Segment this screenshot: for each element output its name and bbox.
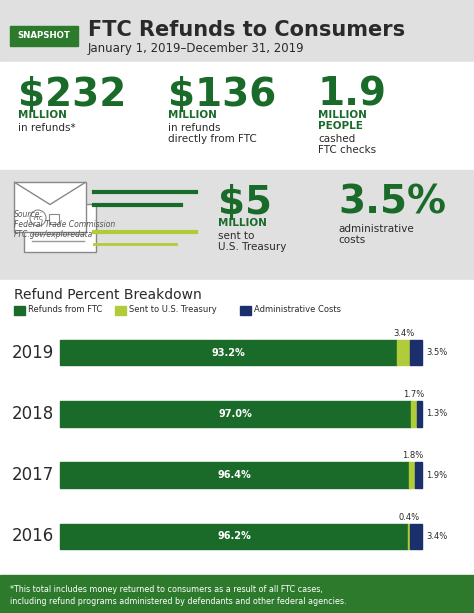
Bar (408, 524, 410, 549)
Text: Sent to U.S. Treasury: Sent to U.S. Treasury (129, 305, 217, 314)
Text: 2019: 2019 (12, 344, 54, 362)
Bar (0, 575, 474, 613)
Text: 1.7%: 1.7% (403, 390, 425, 399)
Text: MILLION: MILLION (218, 218, 267, 228)
Text: 1.9%: 1.9% (426, 471, 447, 479)
Text: 1.3%: 1.3% (426, 409, 447, 419)
Bar (417, 401, 422, 427)
Bar (409, 462, 416, 488)
Bar (410, 524, 422, 549)
Text: $5: $5 (218, 184, 272, 222)
Text: January 1, 2019–December 31, 2019: January 1, 2019–December 31, 2019 (88, 42, 305, 55)
Bar (10, 26, 78, 46)
Text: sent to: sent to (218, 231, 255, 241)
Bar (24, 204, 96, 252)
Bar (60, 401, 411, 427)
Bar (411, 401, 417, 427)
Text: *This total includes money returned to consumers as a result of all FTC cases,: *This total includes money returned to c… (10, 585, 323, 594)
Text: 1.8%: 1.8% (401, 451, 423, 460)
Text: MILLION: MILLION (318, 110, 367, 120)
Bar (239, 306, 251, 315)
Text: FTC Refunds to Consumers: FTC Refunds to Consumers (88, 20, 405, 40)
Bar (0, 170, 474, 280)
Text: MILLION: MILLION (168, 110, 217, 120)
Text: $232: $232 (18, 76, 127, 114)
Bar (14, 182, 86, 232)
Text: Refund Percent Breakdown: Refund Percent Breakdown (14, 288, 202, 302)
Text: 96.2%: 96.2% (217, 531, 251, 541)
Bar (49, 214, 59, 224)
Text: $136: $136 (168, 76, 276, 114)
Text: 96.4%: 96.4% (218, 470, 251, 480)
Bar (60, 340, 397, 365)
Circle shape (30, 210, 46, 226)
Text: Federal Trade Commission: Federal Trade Commission (14, 220, 115, 229)
Text: 3.5%: 3.5% (338, 184, 446, 222)
Text: Refunds from FTC: Refunds from FTC (28, 305, 102, 314)
Bar (410, 340, 422, 365)
Text: Source:: Source: (14, 210, 43, 219)
Text: 93.2%: 93.2% (212, 348, 246, 357)
Bar (0, 280, 474, 575)
Text: administrative: administrative (338, 224, 414, 234)
Text: 3.5%: 3.5% (426, 348, 447, 357)
Text: 0.4%: 0.4% (399, 512, 419, 522)
Bar (60, 462, 409, 488)
Bar (115, 306, 126, 315)
Bar (0, 0, 474, 62)
Text: SNAPSHOT: SNAPSHOT (18, 31, 71, 40)
Bar (397, 340, 410, 365)
Text: U.S. Treasury: U.S. Treasury (218, 242, 286, 252)
Text: 2017: 2017 (12, 466, 54, 484)
Text: costs: costs (338, 235, 365, 245)
Text: 1.9: 1.9 (318, 76, 387, 114)
Text: 97.0%: 97.0% (219, 409, 253, 419)
Text: FTC.gov/exploredata: FTC.gov/exploredata (14, 230, 93, 239)
Text: 2016: 2016 (12, 527, 54, 546)
Bar (60, 524, 408, 549)
Text: directly from FTC: directly from FTC (168, 134, 257, 144)
Text: 2018: 2018 (12, 405, 54, 423)
Bar (0, 62, 474, 170)
Text: in refunds*: in refunds* (18, 123, 76, 133)
Text: PEOPLE: PEOPLE (318, 121, 363, 131)
Text: MILLION: MILLION (18, 110, 67, 120)
Text: including refund programs administered by defendants and other federal agencies.: including refund programs administered b… (10, 597, 346, 606)
Text: Administrative Costs: Administrative Costs (254, 305, 341, 314)
Text: 3.4%: 3.4% (393, 329, 414, 338)
Text: FTC checks: FTC checks (318, 145, 376, 155)
Bar (416, 462, 422, 488)
Text: in refunds: in refunds (168, 123, 220, 133)
Text: FTC: FTC (33, 216, 43, 221)
Text: cashed: cashed (318, 134, 355, 144)
Text: 3.4%: 3.4% (426, 532, 447, 541)
Bar (14, 306, 25, 315)
